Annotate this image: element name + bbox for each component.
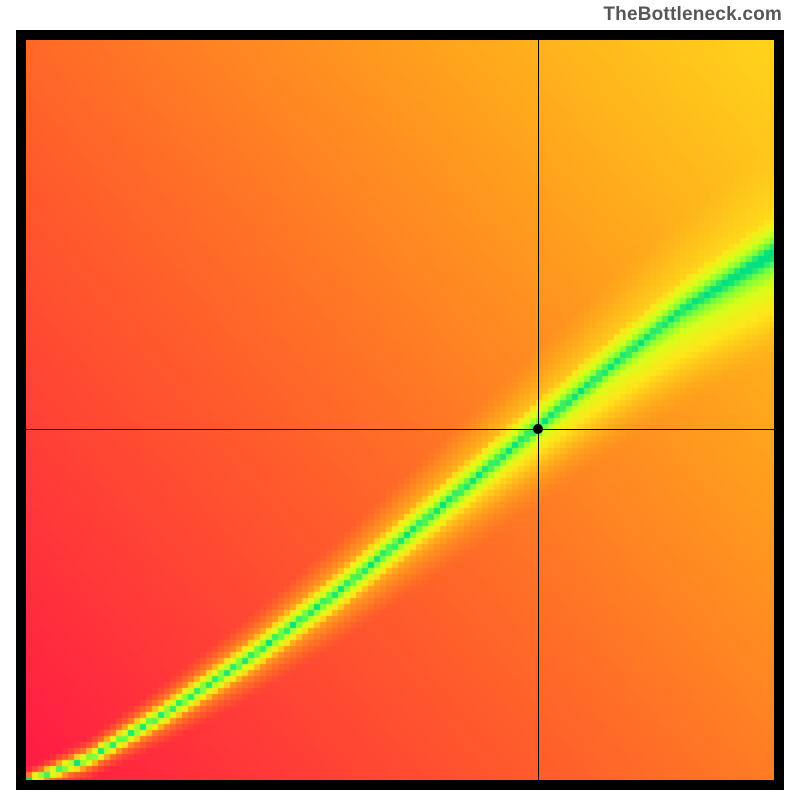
heatmap-canvas	[26, 40, 774, 780]
crosshair-vertical	[538, 40, 539, 780]
plot-inner	[26, 40, 774, 780]
chart-container: TheBottleneck.com	[0, 0, 800, 800]
crosshair-horizontal	[26, 429, 774, 430]
crosshair-point	[533, 424, 543, 434]
watermark-text: TheBottleneck.com	[603, 4, 782, 26]
